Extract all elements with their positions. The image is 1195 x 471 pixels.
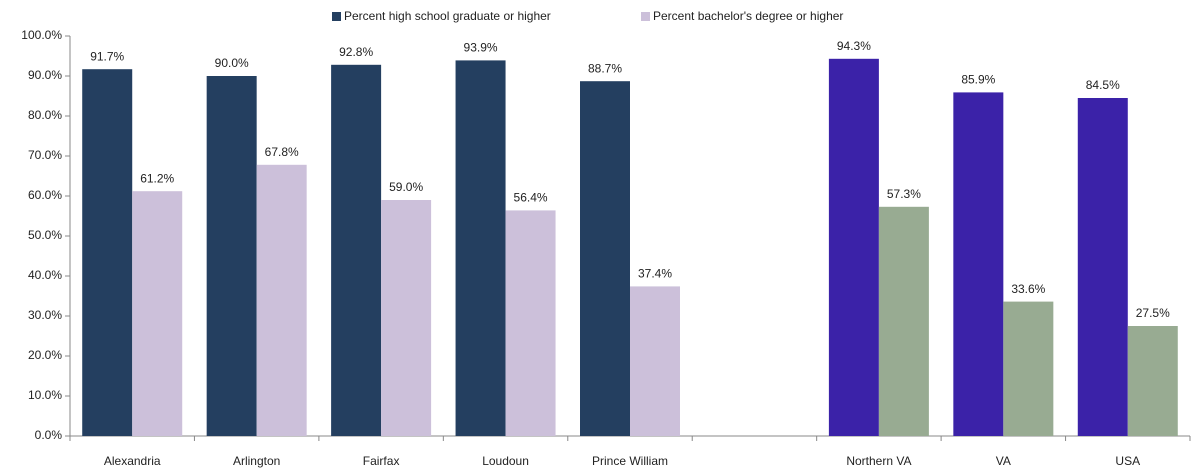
bar bbox=[1127, 326, 1178, 436]
data-label: 88.7% bbox=[588, 61, 622, 75]
bar bbox=[1003, 301, 1054, 436]
bar bbox=[505, 210, 556, 436]
bar bbox=[953, 92, 1004, 437]
x-tick-label: Loudoun bbox=[482, 454, 529, 468]
data-label: 33.6% bbox=[1011, 282, 1045, 296]
bar bbox=[381, 200, 432, 436]
x-tick-label: Arlington bbox=[233, 454, 280, 468]
x-tick-label: USA bbox=[1115, 454, 1140, 468]
data-label: 91.7% bbox=[90, 49, 124, 63]
y-tick-label: 60.0% bbox=[28, 188, 62, 202]
y-tick-label: 10.0% bbox=[28, 388, 62, 402]
bar bbox=[580, 81, 630, 436]
data-label: 27.5% bbox=[1136, 306, 1170, 320]
bar bbox=[132, 191, 183, 436]
data-label: 37.4% bbox=[638, 267, 672, 281]
bar bbox=[878, 206, 929, 436]
y-tick-label: 70.0% bbox=[28, 148, 62, 162]
y-tick-label: 80.0% bbox=[28, 108, 62, 122]
legend-swatch bbox=[641, 12, 650, 21]
data-label: 67.8% bbox=[265, 145, 299, 159]
x-tick-label: VA bbox=[996, 454, 1011, 468]
legend-swatch bbox=[332, 12, 341, 21]
data-label: 61.2% bbox=[140, 171, 174, 185]
bar bbox=[82, 69, 133, 436]
y-tick-label: 0.0% bbox=[35, 428, 63, 442]
legend-label: Percent bachelor's degree or higher bbox=[653, 9, 843, 23]
x-tick-label: Fairfax bbox=[363, 454, 400, 468]
bar bbox=[630, 286, 680, 436]
x-tick-label: Northern VA bbox=[846, 454, 911, 468]
x-tick-label: Alexandria bbox=[104, 454, 161, 468]
bar bbox=[455, 60, 506, 437]
y-tick-label: 30.0% bbox=[28, 308, 62, 322]
data-label: 93.9% bbox=[464, 41, 498, 55]
data-label: 85.9% bbox=[961, 73, 995, 87]
data-label: 84.5% bbox=[1086, 78, 1120, 92]
data-label: 92.8% bbox=[339, 45, 373, 59]
y-tick-label: 50.0% bbox=[28, 228, 62, 242]
data-label: 56.4% bbox=[514, 191, 548, 205]
data-label: 90.0% bbox=[215, 56, 249, 70]
y-tick-label: 40.0% bbox=[28, 268, 62, 282]
bar bbox=[1077, 98, 1128, 436]
data-label: 94.3% bbox=[837, 39, 871, 53]
data-label: 59.0% bbox=[389, 180, 423, 194]
y-tick-label: 100.0% bbox=[21, 28, 62, 42]
legend-label: Percent high school graduate or higher bbox=[344, 9, 551, 23]
y-tick-label: 20.0% bbox=[28, 348, 62, 362]
y-tick-label: 90.0% bbox=[28, 68, 62, 82]
bar bbox=[256, 164, 307, 437]
bar bbox=[331, 64, 382, 437]
x-tick-label: Prince William bbox=[592, 454, 668, 468]
data-label: 57.3% bbox=[887, 187, 921, 201]
bar bbox=[828, 58, 879, 437]
bar bbox=[206, 76, 257, 436]
